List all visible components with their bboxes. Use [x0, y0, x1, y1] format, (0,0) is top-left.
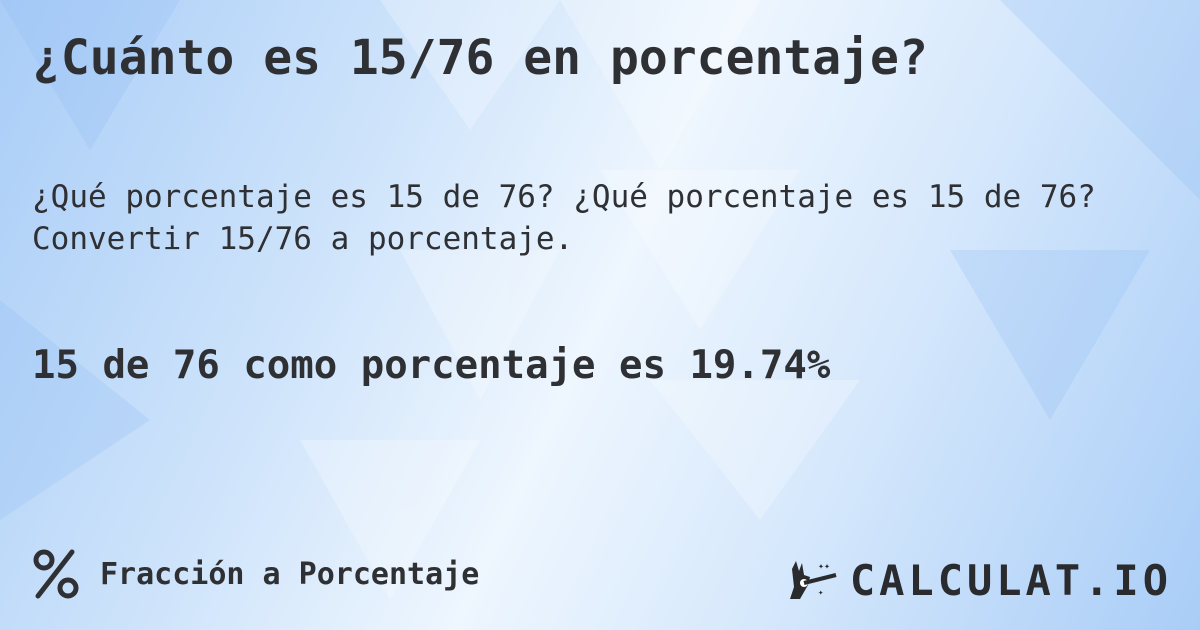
description-line: ¿Qué porcentaje es 15 de 76? ¿Qué porcen… — [32, 179, 1096, 215]
svg-text:✦✦: ✦✦ — [818, 561, 830, 572]
page-title: ¿Cuánto es 15/76 en porcentaje? — [32, 30, 928, 86]
percent-icon — [33, 549, 79, 599]
logo-text: CALCULAT.IO — [849, 556, 1172, 605]
description: ¿Qué porcentaje es 15 de 76? ¿Qué porcen… — [32, 176, 1096, 260]
svg-text:✦: ✦ — [818, 588, 824, 598]
calculat-io-logo[interactable]: ✦✦ ✦ CALCULAT.IO — [788, 556, 1172, 605]
result-text: 15 de 76 como porcentaje es 19.74% — [32, 343, 831, 388]
description-line: Convertir 15/76 a porcentaje. — [32, 221, 574, 257]
category-footer[interactable]: Fracción a Porcentaje — [32, 548, 479, 600]
category-label: Fracción a Porcentaje — [100, 556, 480, 592]
magic-hand-wand-icon: ✦✦ ✦ — [789, 560, 837, 599]
